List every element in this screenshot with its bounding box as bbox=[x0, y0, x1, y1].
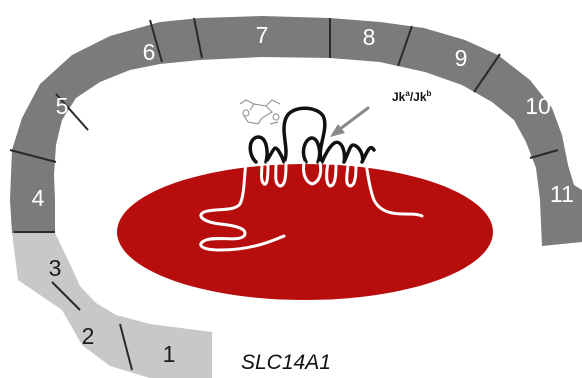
exon-divider bbox=[473, 53, 501, 93]
exon-divider bbox=[193, 17, 203, 59]
gene-name-label: SLC14A1 bbox=[241, 351, 331, 374]
exon-band-light-segment bbox=[12, 233, 212, 378]
antigen-label: Jka/Jkb bbox=[392, 89, 432, 104]
antigen-allele-a: a bbox=[405, 89, 410, 98]
antigen-arrow-line bbox=[334, 106, 370, 134]
exon-label-11: 11 bbox=[550, 181, 574, 207]
exon-label-6: 6 bbox=[143, 39, 156, 65]
exon-dividers bbox=[9, 17, 559, 371]
exon-band-dark-segment bbox=[10, 16, 582, 246]
exon-label-1: 1 bbox=[163, 341, 176, 367]
carbohydrate-chain-icon bbox=[239, 99, 281, 125]
red-cell-membrane bbox=[117, 164, 493, 300]
exon-label-9: 9 bbox=[455, 45, 468, 71]
exon-divider bbox=[9, 149, 57, 163]
urea-transporter-protein bbox=[199, 99, 424, 252]
exon-divider bbox=[149, 19, 163, 63]
exon-divider bbox=[119, 323, 133, 371]
exon-label-10: 10 bbox=[525, 93, 551, 119]
exon-label-4: 4 bbox=[32, 185, 45, 211]
exon-label-5: 5 bbox=[56, 93, 69, 119]
antigen-separator: / bbox=[410, 90, 414, 104]
protein-intracellular-loops bbox=[199, 158, 424, 252]
exon-labels: 1 2 3 4 5 6 7 8 9 10 11 bbox=[32, 22, 574, 367]
gene-exon-band: 1 2 3 4 5 6 7 8 9 10 11 bbox=[9, 16, 582, 378]
exon-divider bbox=[51, 281, 81, 311]
protein-extracellular-loops bbox=[248, 106, 376, 164]
exon-label-2: 2 bbox=[82, 323, 95, 349]
exon-label-3: 3 bbox=[49, 255, 62, 281]
antigen-allele-b: b bbox=[427, 89, 432, 98]
exon-label-8: 8 bbox=[363, 24, 376, 50]
exon-divider bbox=[529, 149, 559, 159]
exon-divider bbox=[55, 93, 89, 131]
exon-label-7: 7 bbox=[256, 22, 269, 48]
antigen-base-text: Jk bbox=[392, 90, 406, 104]
antigen-base-text-2: Jk bbox=[413, 90, 427, 104]
kidd-antigen-marker: Jka/Jkb bbox=[330, 89, 432, 137]
antigen-arrow-head-icon bbox=[330, 124, 345, 137]
exon-divider bbox=[397, 25, 413, 67]
